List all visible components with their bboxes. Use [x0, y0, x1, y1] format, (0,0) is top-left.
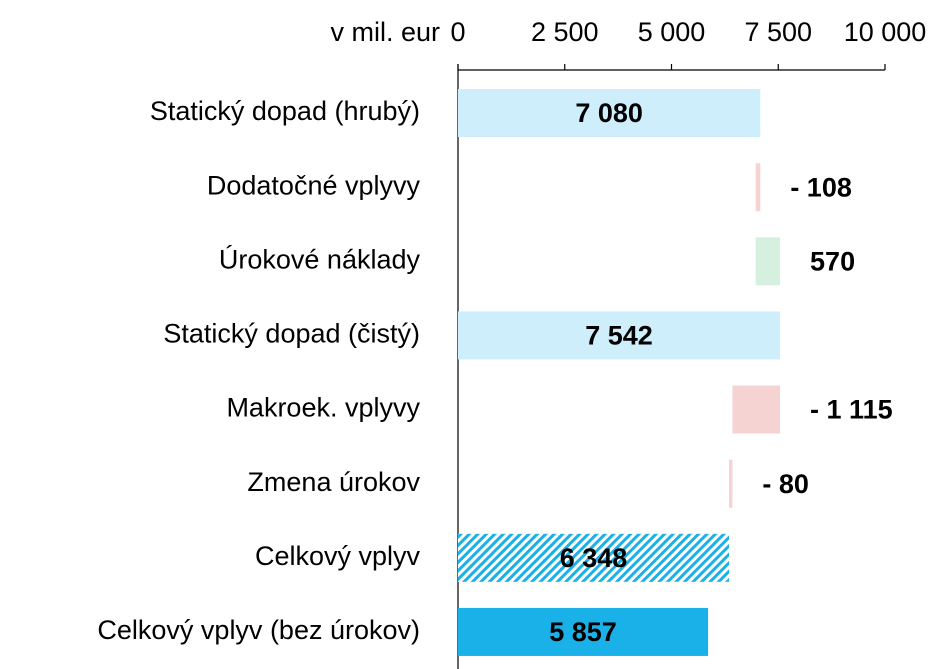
y-tick-label: Statický dopad (hrubý) — [150, 96, 420, 126]
bar — [729, 459, 733, 508]
y-tick-label: Dodatočné vplyvy — [207, 170, 421, 200]
bar — [755, 237, 781, 286]
value-label: 7 542 — [585, 321, 653, 351]
x-tick-label: 2 500 — [531, 17, 599, 47]
y-tick-label: Statický dopad (čistý) — [163, 319, 420, 349]
x-tick-label: 10 000 — [844, 17, 927, 47]
bar — [458, 311, 781, 360]
value-label: 570 — [810, 246, 855, 276]
bar — [458, 533, 730, 582]
bar — [755, 163, 761, 212]
bar — [458, 607, 709, 656]
bar — [732, 385, 781, 434]
y-tick-label: Celkový vplyv (bez úrokov) — [97, 615, 420, 645]
y-tick-label: Zmena úrokov — [247, 467, 420, 497]
value-label: 5 857 — [549, 617, 617, 647]
y-tick-label: Makroek. vplyvy — [226, 393, 420, 423]
x-tick-label: 0 — [450, 17, 465, 47]
value-label: 7 080 — [575, 98, 643, 128]
y-tick-label: Úrokové náklady — [219, 243, 421, 274]
bar — [458, 89, 761, 138]
value-label: - 80 — [762, 469, 809, 499]
axis-label: v mil. eur — [330, 17, 440, 47]
value-label: - 108 — [790, 172, 852, 202]
value-label: - 1 115 — [810, 395, 893, 425]
x-tick-label: 5 000 — [638, 17, 706, 47]
value-label: 6 348 — [560, 543, 628, 573]
y-tick-label: Celkový vplyv — [255, 541, 421, 571]
x-tick-label: 7 500 — [744, 17, 812, 47]
